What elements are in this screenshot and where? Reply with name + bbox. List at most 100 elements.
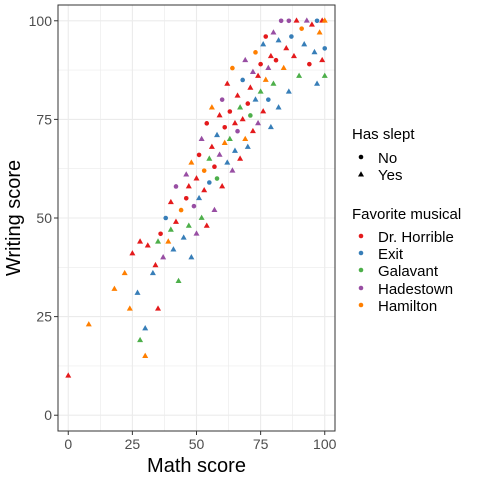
data-point-triangle [167, 226, 174, 232]
data-point-triangle [216, 151, 223, 157]
data-point-triangle [188, 254, 195, 260]
data-point-triangle [224, 159, 231, 165]
data-point-circle [201, 168, 207, 173]
data-point-triangle [237, 104, 244, 110]
data-point-triangle [144, 242, 151, 248]
data-point-triangle [224, 80, 231, 86]
data-point-triangle [242, 135, 249, 142]
data-point-triangle [155, 238, 162, 244]
data-point-triangle [126, 305, 133, 311]
data-point-triangle [275, 37, 282, 43]
data-point-triangle [196, 194, 203, 201]
axis-ticks [54, 20, 326, 435]
data-point-circle [263, 34, 269, 39]
data-point-triangle [229, 167, 236, 173]
data-point-circle [158, 231, 163, 237]
data-point-triangle [285, 88, 292, 94]
data-point-triangle [208, 104, 215, 110]
legend-label-dr-horrible: Dr. Horrible [378, 229, 454, 246]
data-point-triangle [267, 52, 274, 59]
data-point-triangle [242, 56, 249, 63]
data-point-triangle [255, 72, 262, 78]
data-point-triangle [185, 183, 192, 189]
data-point-triangle [275, 104, 282, 110]
data-point-triangle [214, 131, 221, 138]
data-point-triangle [231, 147, 238, 153]
data-point-triangle [216, 112, 223, 118]
data-point-circle [322, 46, 328, 51]
data-point-triangle [283, 44, 290, 51]
legend-has-slept: Has slept No Yes [352, 126, 415, 184]
data-point-triangle [65, 372, 72, 378]
data-point-triangle [142, 352, 149, 358]
data-point-triangle [231, 119, 238, 126]
data-point-triangle [165, 238, 172, 244]
data-point-triangle [172, 218, 179, 224]
data-point-circle [314, 18, 320, 24]
data-point-circle [230, 65, 235, 71]
legend-label-hamilton: Hamilton [378, 298, 437, 315]
data-point-circle [289, 34, 294, 39]
data-point-triangle [319, 56, 326, 63]
legend-favorite-musical: Favorite musical Dr. Horrible Exit Galav… [352, 206, 461, 315]
data-point-circle [235, 128, 240, 134]
data-point-circle [248, 113, 253, 118]
legend-color-key [358, 267, 364, 273]
data-point-triangle [175, 277, 182, 284]
data-point-triangle [257, 88, 264, 94]
data-point-triangle [121, 269, 128, 276]
data-point-triangle [221, 139, 228, 145]
data-point-triangle [265, 64, 272, 71]
data-point-circle [278, 18, 284, 24]
data-point-triangle [160, 254, 167, 260]
x-tick-label: 25 [125, 436, 141, 452]
data-points [65, 17, 328, 378]
data-point-circle [253, 50, 258, 55]
data-point-circle [212, 164, 217, 170]
data-point-triangle [180, 234, 187, 240]
data-point-triangle [198, 135, 205, 142]
data-point-triangle [255, 119, 262, 126]
data-point-triangle [290, 52, 297, 59]
data-point-circle [204, 121, 210, 126]
data-point-circle [245, 101, 251, 106]
legend-color-key [358, 250, 364, 256]
data-point-triangle [303, 17, 310, 23]
x-tick-labels: 0 25 50 75 100 [64, 436, 336, 452]
data-point-circle [196, 152, 202, 158]
data-point-triangle [167, 198, 174, 205]
legend-label-galavant: Galavant [378, 263, 439, 280]
x-tick-label: 75 [253, 436, 269, 452]
data-point-triangle [249, 127, 256, 134]
data-point-triangle [321, 17, 328, 23]
data-point-circle [191, 203, 197, 209]
data-point-triangle [234, 92, 241, 98]
data-point-triangle [183, 171, 190, 177]
data-point-triangle [252, 96, 259, 102]
data-point-triangle [219, 183, 226, 189]
data-point-triangle [208, 143, 215, 149]
data-point-triangle [237, 155, 244, 161]
data-point-circle [173, 184, 179, 189]
y-tick-labels: 0 25 50 75 100 [29, 13, 53, 423]
legend-label-yes: Yes [378, 167, 402, 184]
data-point-triangle [129, 250, 136, 256]
data-point-triangle [314, 80, 321, 86]
data-point-triangle [247, 84, 254, 90]
data-point-triangle [111, 285, 118, 291]
data-point-triangle [201, 186, 208, 193]
data-point-triangle [270, 80, 277, 86]
data-point-triangle [296, 72, 303, 78]
data-point-triangle [211, 206, 218, 213]
data-point-triangle [170, 246, 177, 252]
data-point-triangle [239, 115, 246, 122]
y-tick-label: 0 [44, 407, 52, 423]
data-point-triangle [188, 159, 195, 165]
data-point-triangle [270, 29, 277, 35]
y-tick-label: 75 [36, 111, 52, 127]
legend-color-key [358, 285, 364, 291]
data-point-triangle [308, 21, 315, 27]
data-point-circle [178, 207, 184, 213]
legend-color-key [358, 233, 364, 239]
data-point-triangle [142, 325, 149, 331]
